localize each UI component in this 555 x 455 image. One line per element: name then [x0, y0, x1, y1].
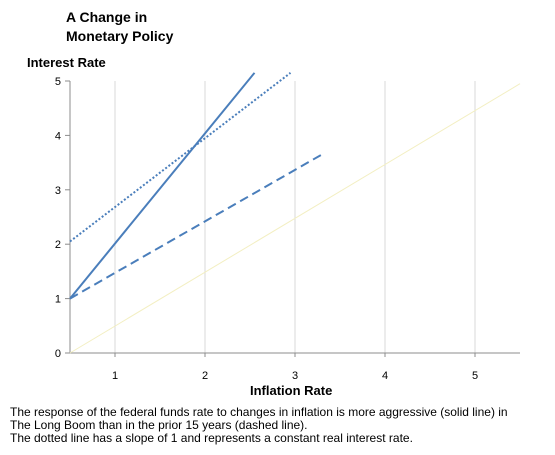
x-tick-label: 5: [472, 370, 478, 382]
y-tick-label: 3: [55, 185, 61, 197]
series-line-solid-reference: [69, 83, 521, 354]
y-axis-label: Interest Rate: [27, 55, 106, 70]
chart-caption: The response of the federal funds rate t…: [10, 406, 550, 445]
x-tick-label: 4: [382, 370, 388, 382]
x-tick-label: 1: [112, 370, 118, 382]
chart-title: A Change in Monetary Policy: [66, 8, 173, 46]
y-tick-label: 2: [55, 239, 61, 251]
tick-labels: 0 1 2 3 4 5 1 2 3 4 5: [55, 76, 478, 382]
x-tick-label: 2: [202, 370, 208, 382]
series-line-dashed: [69, 153, 323, 300]
caption-line-3: The dotted line has a slope of 1 and rep…: [10, 431, 413, 445]
y-tick-label: 1: [55, 294, 61, 306]
grid-lines: [114, 81, 476, 353]
caption-line-1: The response of the federal funds rate t…: [10, 405, 508, 419]
y-tick-label: 4: [55, 130, 61, 142]
caption-line-2: The Long Boom than in the prior 15 years…: [10, 418, 308, 432]
x-tick-label: 3: [292, 370, 298, 382]
series-lines: [69, 72, 521, 354]
chart-title-line-1: A Change in: [66, 9, 148, 25]
series-line-solid: [69, 72, 256, 300]
y-tick-label: 0: [55, 348, 61, 360]
x-axis-label: Inflation Rate: [250, 383, 333, 398]
chart-title-line-2: Monetary Policy: [66, 28, 174, 44]
axes: [65, 80, 520, 357]
line-chart: 0 1 2 3 4 5 1 2 3 4 5: [55, 72, 521, 382]
y-tick-label: 5: [55, 76, 61, 88]
series-line-dotted: [69, 72, 292, 243]
